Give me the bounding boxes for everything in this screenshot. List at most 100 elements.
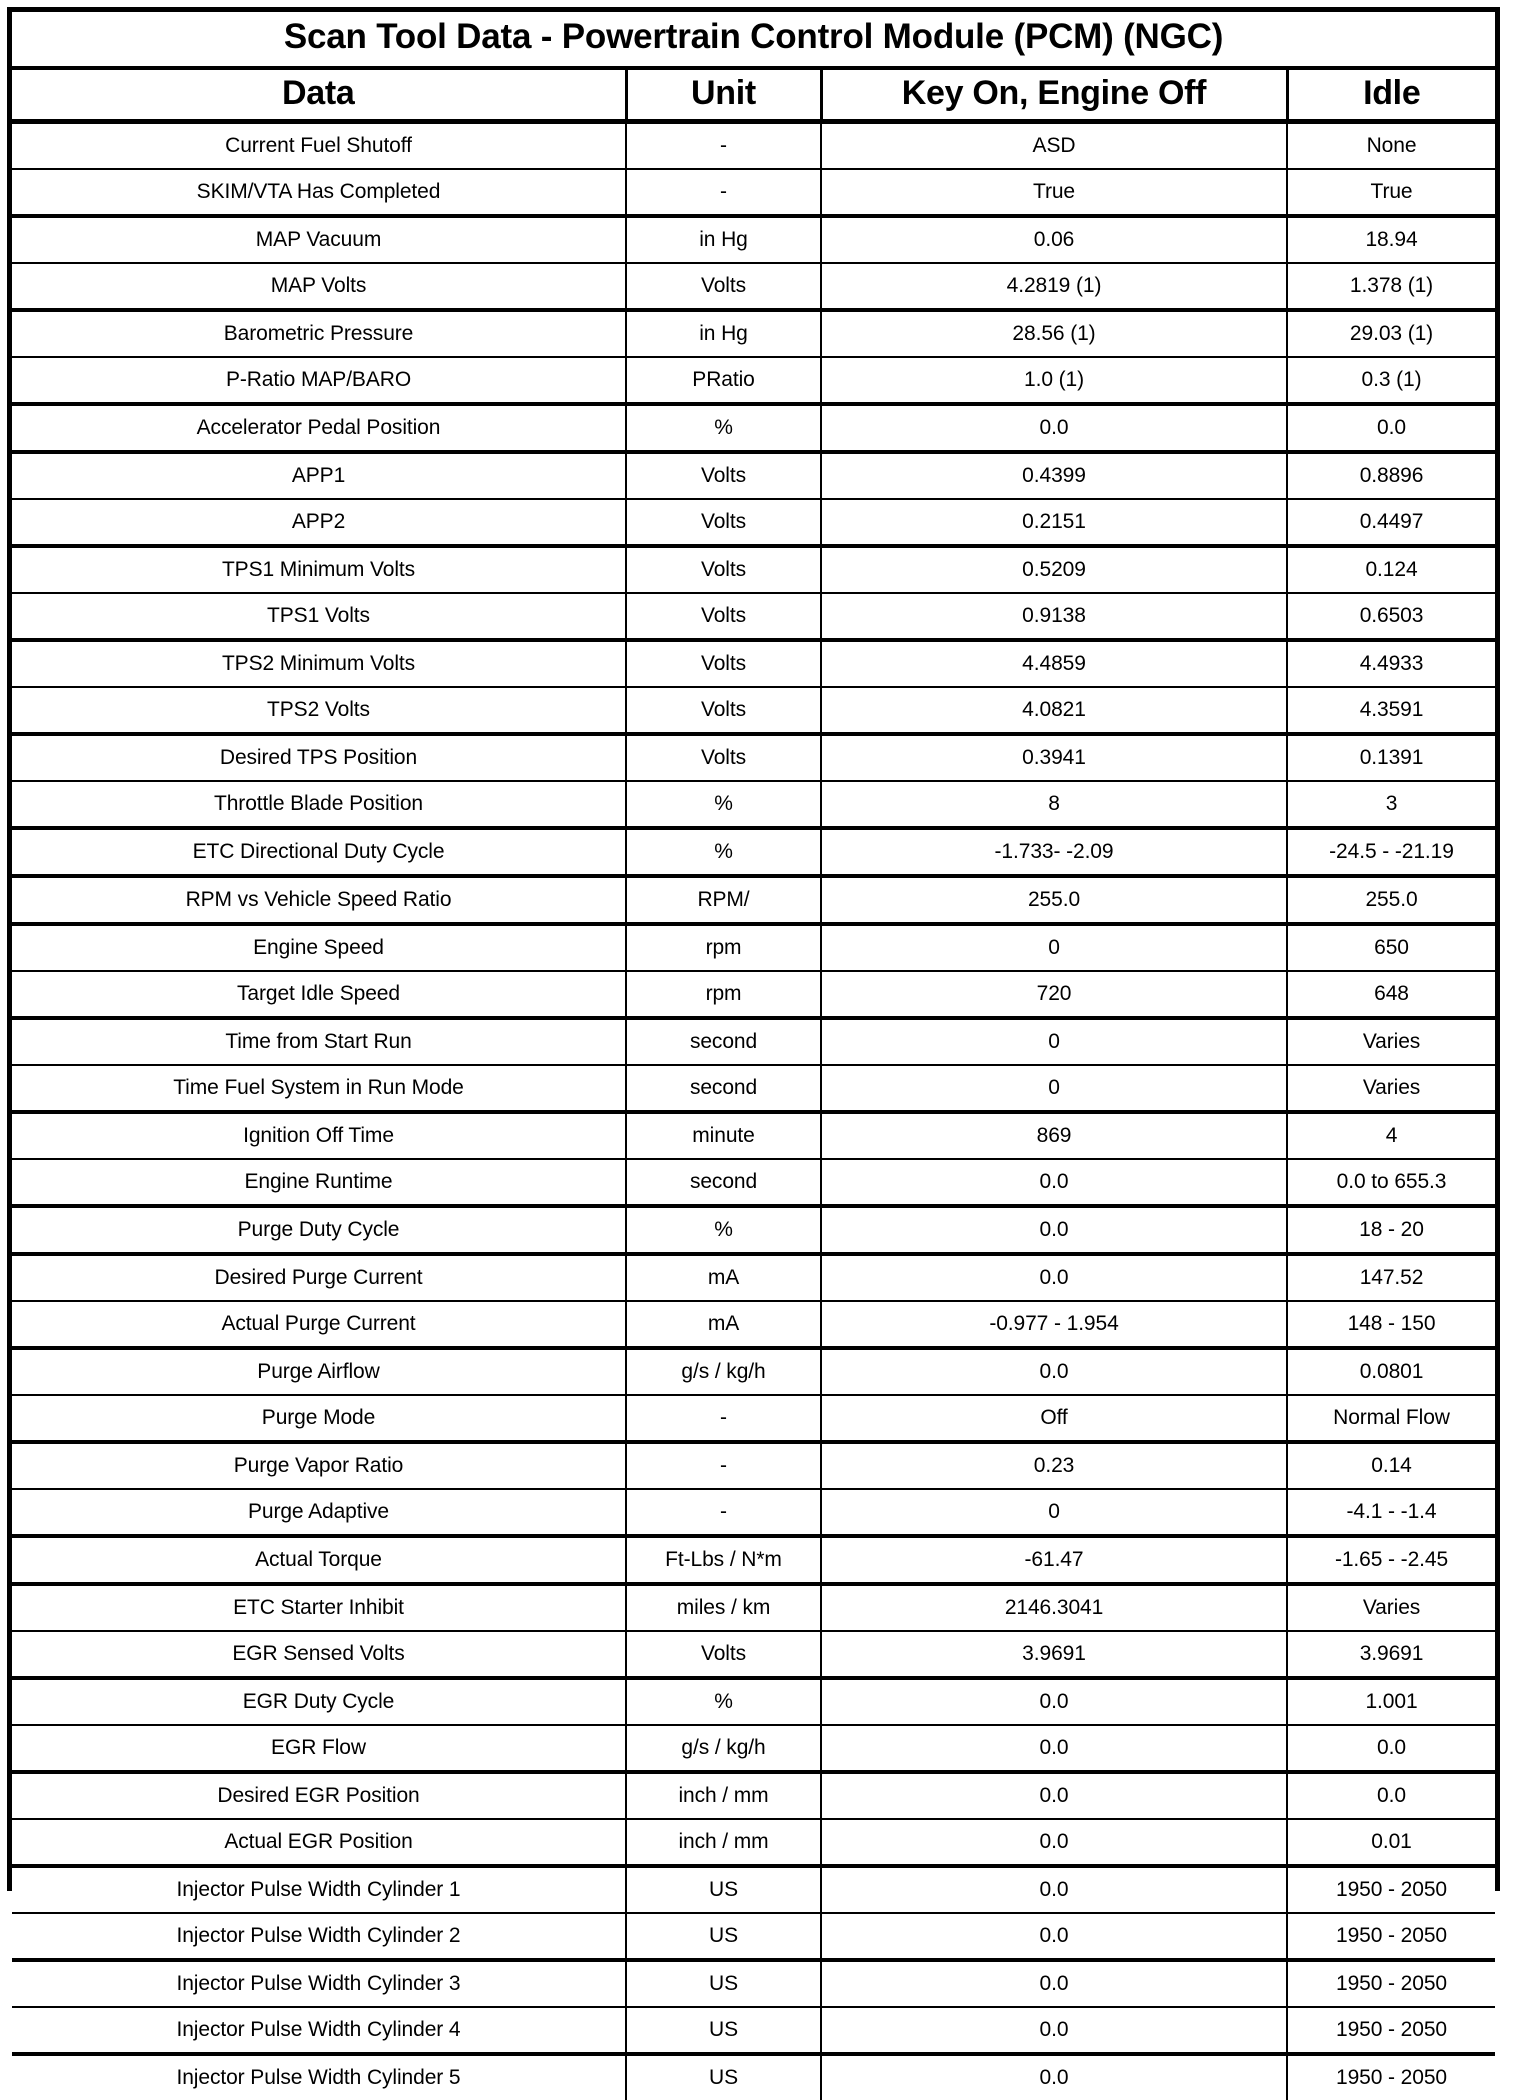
cell-keyon: 0.0	[821, 404, 1287, 452]
column-header-keyon: Key On, Engine Off	[821, 68, 1287, 122]
cell-keyon: 0.0	[821, 1819, 1287, 1866]
cell-keyon: 4.2819 (1)	[821, 263, 1287, 310]
table-header: Scan Tool Data - Powertrain Control Modu…	[12, 12, 1495, 122]
cell-idle: 0.4497	[1287, 499, 1495, 546]
cell-idle: 1950 - 2050	[1287, 2007, 1495, 2054]
cell-keyon: 0.0	[821, 1348, 1287, 1395]
cell-data: Desired EGR Position	[12, 1772, 626, 1819]
cell-unit: inch / mm	[626, 1819, 821, 1866]
cell-unit: rpm	[626, 971, 821, 1018]
cell-data: P-Ratio MAP/BARO	[12, 357, 626, 404]
cell-keyon: 0.0	[821, 1960, 1287, 2007]
cell-idle: 255.0	[1287, 876, 1495, 924]
cell-idle: 0.1391	[1287, 734, 1495, 781]
cell-keyon: 0.0	[821, 1678, 1287, 1725]
cell-unit: second	[626, 1159, 821, 1206]
cell-data: Ignition Off Time	[12, 1112, 626, 1159]
cell-unit: g/s / kg/h	[626, 1725, 821, 1772]
cell-data: Purge Vapor Ratio	[12, 1442, 626, 1489]
cell-unit: Volts	[626, 263, 821, 310]
cell-data: Desired TPS Position	[12, 734, 626, 781]
cell-data: Injector Pulse Width Cylinder 3	[12, 1960, 626, 2007]
cell-data: EGR Flow	[12, 1725, 626, 1772]
cell-data: MAP Vacuum	[12, 216, 626, 263]
cell-keyon: ASD	[821, 122, 1287, 170]
cell-data: Injector Pulse Width Cylinder 2	[12, 1913, 626, 1960]
cell-idle: 0.14	[1287, 1442, 1495, 1489]
cell-data: Engine Runtime	[12, 1159, 626, 1206]
cell-keyon: 0	[821, 1065, 1287, 1112]
cell-unit: Volts	[626, 734, 821, 781]
cell-unit: %	[626, 781, 821, 828]
cell-data: ETC Directional Duty Cycle	[12, 828, 626, 876]
column-header-data: Data	[12, 68, 626, 122]
cell-keyon: 0.06	[821, 216, 1287, 263]
cell-keyon: 8	[821, 781, 1287, 828]
cell-keyon: 0	[821, 1489, 1287, 1536]
cell-keyon: 869	[821, 1112, 1287, 1159]
cell-keyon: 0.0	[821, 1254, 1287, 1301]
cell-data: Actual EGR Position	[12, 1819, 626, 1866]
cell-keyon: 0.0	[821, 1725, 1287, 1772]
cell-keyon: 255.0	[821, 876, 1287, 924]
cell-data: Purge Mode	[12, 1395, 626, 1442]
cell-unit: -	[626, 1489, 821, 1536]
cell-idle: 147.52	[1287, 1254, 1495, 1301]
cell-keyon: 0	[821, 924, 1287, 971]
cell-unit: Volts	[626, 452, 821, 499]
cell-idle: 0.6503	[1287, 593, 1495, 640]
cell-idle: 0.8896	[1287, 452, 1495, 499]
scan-tool-data-table-container: Scan Tool Data - Powertrain Control Modu…	[7, 7, 1500, 1891]
cell-keyon: 4.0821	[821, 687, 1287, 734]
cell-idle: 18.94	[1287, 216, 1495, 263]
cell-data: Desired Purge Current	[12, 1254, 626, 1301]
cell-data: Time Fuel System in Run Mode	[12, 1065, 626, 1112]
cell-data: Purge Duty Cycle	[12, 1206, 626, 1254]
cell-unit: in Hg	[626, 216, 821, 263]
cell-keyon: 3.9691	[821, 1631, 1287, 1678]
cell-data: TPS1 Minimum Volts	[12, 546, 626, 593]
cell-unit: mA	[626, 1254, 821, 1301]
column-header-row: Data Unit Key On, Engine Off Idle	[12, 68, 1495, 122]
cell-keyon: Off	[821, 1395, 1287, 1442]
cell-keyon: 0.0	[821, 2054, 1287, 2100]
cell-keyon: 0.0	[821, 1913, 1287, 1960]
cell-unit: Ft-Lbs / N*m	[626, 1536, 821, 1584]
cell-unit: Volts	[626, 687, 821, 734]
cell-idle: 1950 - 2050	[1287, 2054, 1495, 2100]
cell-idle: 18 - 20	[1287, 1206, 1495, 1254]
cell-unit: second	[626, 1018, 821, 1065]
column-header-idle: Idle	[1287, 68, 1495, 122]
cell-data: Purge Airflow	[12, 1348, 626, 1395]
cell-idle: True	[1287, 169, 1495, 216]
scan-tool-data-table: Scan Tool Data - Powertrain Control Modu…	[12, 12, 1495, 2100]
cell-idle: 0.0	[1287, 1725, 1495, 1772]
cell-data: ETC Starter Inhibit	[12, 1584, 626, 1631]
cell-data: SKIM/VTA Has Completed	[12, 169, 626, 216]
cell-keyon: 0.0	[821, 1206, 1287, 1254]
cell-keyon: 720	[821, 971, 1287, 1018]
cell-data: APP1	[12, 452, 626, 499]
cell-unit: US	[626, 2007, 821, 2054]
table-title-row: Scan Tool Data - Powertrain Control Modu…	[12, 12, 1495, 68]
cell-unit: Volts	[626, 499, 821, 546]
cell-idle: 650	[1287, 924, 1495, 971]
